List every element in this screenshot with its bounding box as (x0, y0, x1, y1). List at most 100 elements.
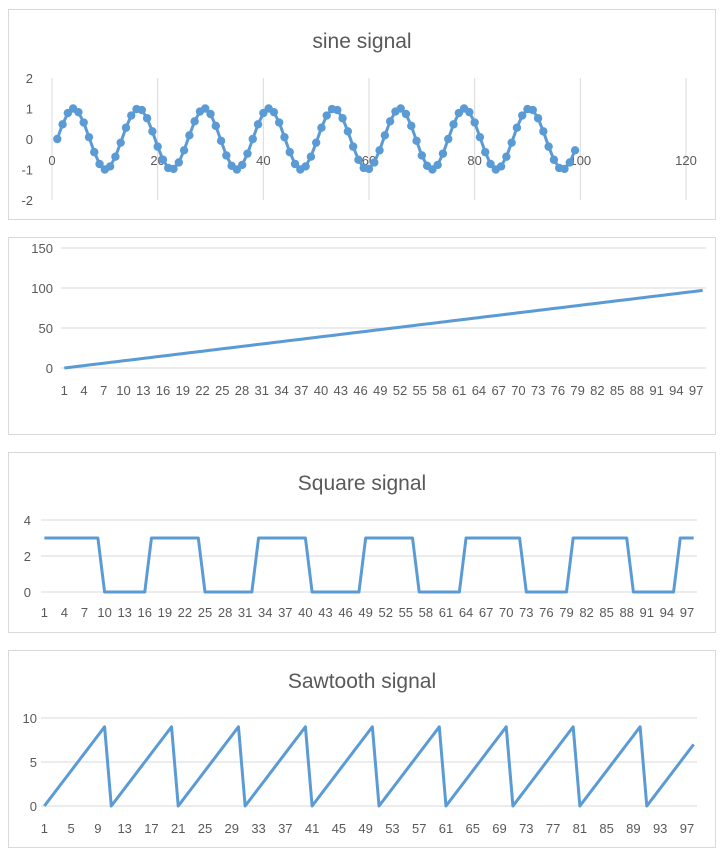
x-tick-label: 34 (274, 383, 288, 398)
data-point (375, 146, 384, 155)
data-point (285, 147, 294, 157)
data-point (343, 127, 353, 136)
data-point (190, 117, 199, 126)
x-tick-label: 28 (218, 605, 232, 620)
x-tick-label: 88 (630, 383, 644, 398)
y-tick-label: 150 (31, 241, 53, 256)
x-tick-label: 82 (590, 383, 604, 398)
x-tick-label: 64 (472, 383, 486, 398)
data-point (465, 107, 474, 117)
data-point (153, 142, 162, 151)
x-tick-label: 40 (298, 605, 312, 620)
data-point (142, 114, 152, 123)
data-point (570, 146, 580, 155)
x-tick-label: 16 (138, 605, 152, 620)
data-point (407, 121, 416, 131)
data-point (565, 158, 574, 167)
data-point (401, 109, 411, 119)
x-tick-label: 19 (158, 605, 172, 620)
x-tick-label: 22 (195, 383, 209, 398)
x-tick-label: 97 (680, 821, 694, 836)
y-tick-label: 10 (23, 711, 37, 726)
x-tick-label: 25 (198, 821, 212, 836)
chart-title: sine signal (312, 30, 411, 53)
y-tick-label: -1 (21, 163, 33, 178)
data-point (169, 164, 178, 174)
data-point (222, 151, 231, 160)
x-tick-label: 73 (519, 605, 533, 620)
data-point (560, 164, 569, 174)
data-point (137, 105, 147, 115)
x-tick-label: 31 (255, 383, 269, 398)
x-tick-label: 58 (419, 605, 433, 620)
square-chart-panel: Square signal 4 2 0 1 4 7 10 13 16 19 22 25 28 31 34 37 4… (8, 452, 716, 633)
data-point (486, 159, 495, 169)
data-point (274, 118, 284, 127)
x-tick-label: 1 (61, 383, 68, 398)
x-tick-label: 61 (439, 821, 453, 836)
x-tick-label: 64 (459, 605, 473, 620)
sawtooth-chart: Sawtooth signal 10 5 01 5 9 13 17 21 25 29 33 37 41 45… (23, 670, 697, 836)
data-point (121, 123, 131, 132)
x-tick-label: 25 (198, 605, 212, 620)
x-tick-label: 9 (94, 821, 101, 836)
data-point (79, 118, 88, 127)
data-point (206, 109, 215, 119)
x-tick-label: 89 (626, 821, 640, 836)
x-tick-label: 82 (579, 605, 593, 620)
data-point (211, 121, 220, 131)
data-point (533, 114, 543, 123)
y-tick-label: 0 (26, 132, 33, 147)
data-point (216, 136, 226, 146)
data-point (58, 120, 67, 129)
x-tick-label: 65 (466, 821, 480, 836)
x-tick-label: 85 (610, 383, 624, 398)
data-point (549, 155, 559, 164)
x-tick-label: 97 (680, 605, 694, 620)
data-point (311, 138, 321, 147)
chart-title: Sawtooth signal (288, 670, 436, 693)
data-point (338, 114, 347, 123)
y-tick-label: 0 (30, 799, 37, 814)
x-tick-label: 52 (379, 605, 393, 620)
data-point (185, 131, 194, 140)
x-tick-label: 17 (144, 821, 158, 836)
data-point (148, 127, 157, 136)
x-tick-label: 73 (531, 383, 545, 398)
x-tick-label: 77 (546, 821, 560, 836)
data-point (475, 132, 485, 142)
data-point (158, 155, 168, 164)
data-point (528, 105, 537, 115)
x-tick-label: 91 (649, 383, 663, 398)
chart-title: Square signal (298, 472, 426, 495)
x-tick-label: 73 (519, 821, 533, 836)
y-tick-label: 2 (24, 549, 31, 564)
data-point (438, 149, 448, 158)
data-point (322, 111, 331, 120)
x-tick-label: 97 (689, 383, 703, 398)
data-point (248, 134, 257, 144)
x-tick-label: 53 (385, 821, 399, 836)
x-tick-label: 5 (68, 821, 75, 836)
x-tick-label: 79 (559, 605, 573, 620)
data-point (544, 142, 553, 151)
data-point (449, 120, 458, 129)
x-tick-label: 67 (479, 605, 493, 620)
x-tick-label: 61 (452, 383, 466, 398)
y-tick-label: 5 (30, 755, 37, 770)
x-tick-label: 10 (97, 605, 111, 620)
series-line (44, 536, 694, 594)
data-point (370, 158, 379, 167)
x-tick-label: 94 (660, 605, 674, 620)
data-point (364, 164, 374, 174)
data-point (512, 123, 522, 132)
x-tick-label: 58 (432, 383, 446, 398)
x-tick-label: 79 (570, 383, 584, 398)
y-tick-label: 4 (24, 513, 31, 528)
x-tick-label: 45 (332, 821, 346, 836)
data-point (179, 146, 189, 155)
x-tick-label: 41 (305, 821, 319, 836)
x-tick-label: 0 (48, 153, 55, 168)
data-point (243, 149, 252, 158)
